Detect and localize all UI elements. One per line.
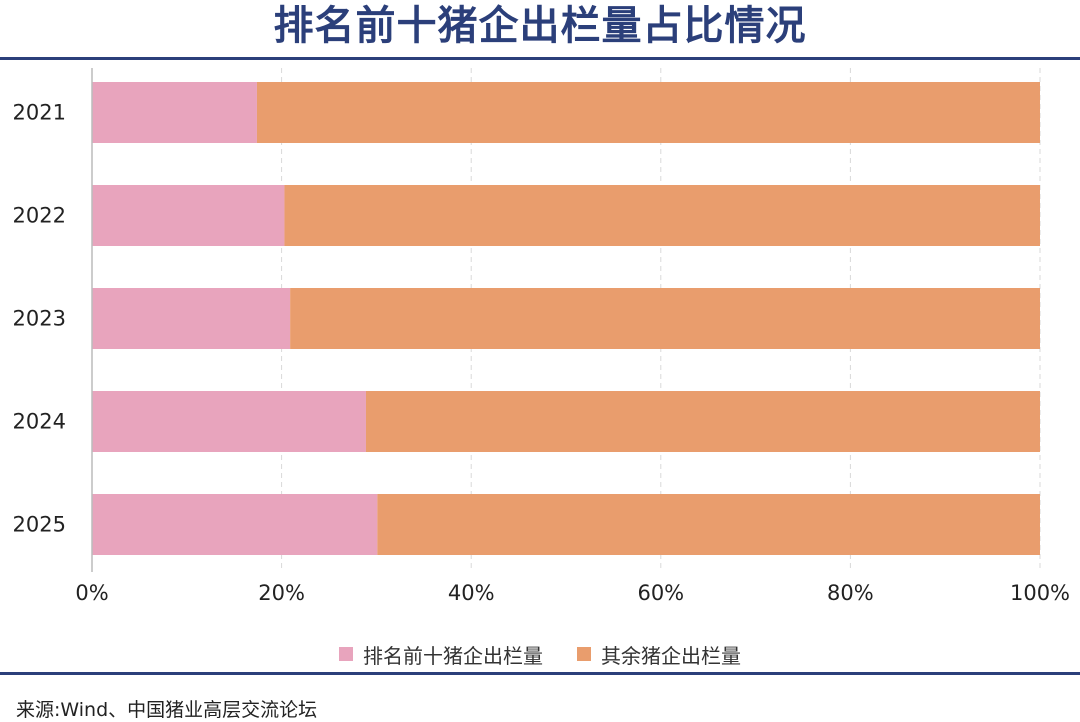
stacked-bar-chart: 2021 2022 2023 2024 2025 0% 20% 40% 60% 80% 100% <box>13 68 1070 605</box>
source-note: 来源:Wind、中国猪业高层交流论坛 <box>16 699 318 721</box>
bar-others-segment <box>365 391 1040 452</box>
x-tick-label: 20% <box>258 581 305 605</box>
bar-top10-segment <box>92 494 378 555</box>
y-tick-labels: 2021 2022 2023 2024 2025 <box>13 101 66 537</box>
x-tick-labels: 0% 20% 40% 60% 80% 100% <box>75 581 1070 605</box>
bar-top10-segment <box>92 82 257 143</box>
legend-swatch <box>339 647 353 661</box>
x-tick-label: 40% <box>448 581 495 605</box>
x-tick-label: 60% <box>637 581 684 605</box>
legend-item-others: 其余猪企出栏量 <box>577 640 741 669</box>
y-tick-label: 2021 <box>13 101 66 125</box>
legend-label: 排名前十猪企出栏量 <box>363 643 543 668</box>
x-tick-label: 100% <box>1010 581 1070 605</box>
x-tick-label: 80% <box>827 581 874 605</box>
legend: 排名前十猪企出栏量 其余猪企出栏量 <box>0 640 1080 668</box>
bar-others-segment <box>284 185 1041 246</box>
footer-divider <box>0 672 1080 675</box>
bars <box>92 82 1041 555</box>
legend-item-top10: 排名前十猪企出栏量 <box>339 640 543 669</box>
legend-label: 其余猪企出栏量 <box>601 643 741 668</box>
bar-top10-segment <box>92 391 366 452</box>
y-tick-label: 2024 <box>13 410 66 434</box>
bar-others-segment <box>290 288 1041 349</box>
x-tick-label: 0% <box>75 581 108 605</box>
bar-others-segment <box>256 82 1040 143</box>
y-tick-label: 2022 <box>13 204 66 228</box>
chart-title: 排名前十猪企出栏量占比情况 <box>273 3 807 49</box>
bar-others-segment <box>377 494 1040 555</box>
bar-top10-segment <box>92 185 285 246</box>
bar-top10-segment <box>92 288 291 349</box>
legend-swatch <box>577 647 591 661</box>
y-tick-label: 2025 <box>13 513 66 537</box>
title-divider <box>0 57 1080 60</box>
y-tick-label: 2023 <box>13 307 66 331</box>
